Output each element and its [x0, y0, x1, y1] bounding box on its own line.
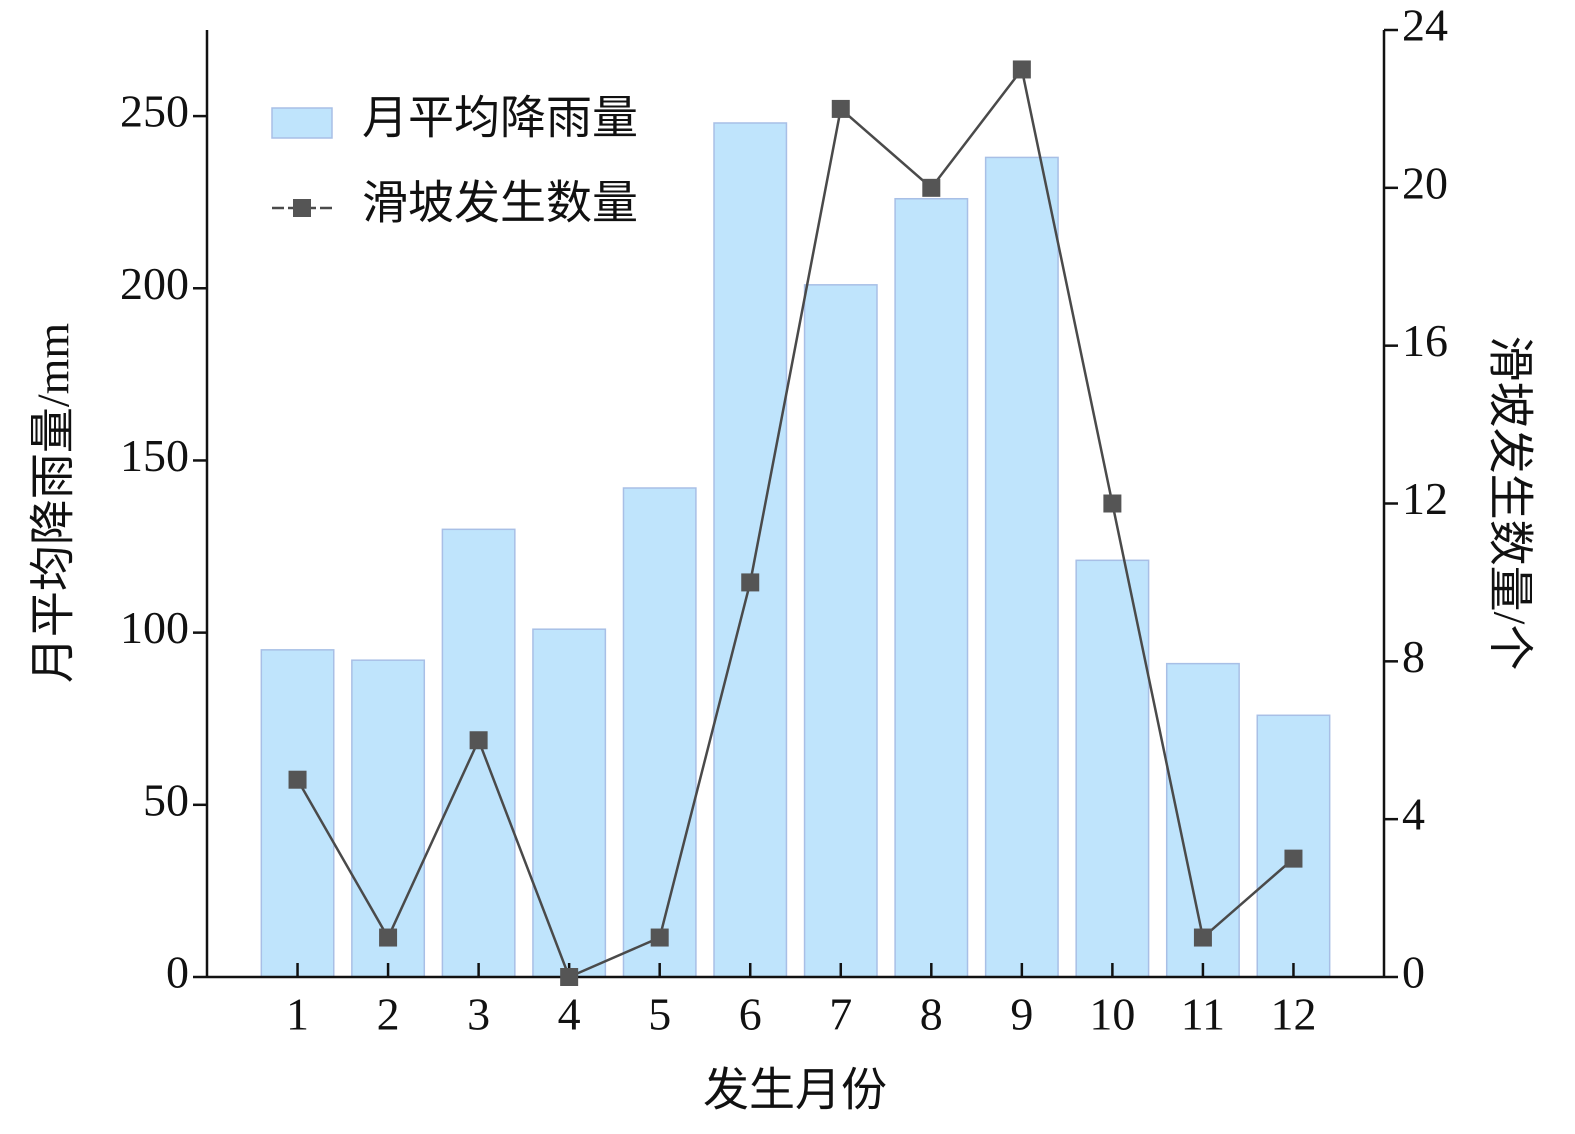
- x-tick-label: 10: [1089, 989, 1135, 1040]
- bar: [803, 284, 878, 978]
- marker: [650, 928, 669, 947]
- x-tick-label: 3: [467, 989, 490, 1040]
- x-tick-label: 9: [1010, 989, 1033, 1040]
- x-tick-label: 6: [739, 989, 762, 1040]
- legend-swatch: [271, 107, 333, 139]
- marker: [469, 731, 488, 750]
- y-tick-label: 250: [120, 86, 189, 137]
- marker: [1103, 494, 1122, 513]
- x-tick-label: 8: [920, 989, 943, 1040]
- bar: [984, 156, 1059, 978]
- y2-tick-label: 24: [1402, 0, 1448, 51]
- x-axis-label: 发生月份: [703, 1065, 887, 1116]
- marker: [831, 99, 850, 118]
- y2-tick-label: 8: [1402, 631, 1425, 682]
- x-tick-label: 1: [286, 989, 309, 1040]
- marker: [741, 573, 760, 592]
- y2-tick-label: 4: [1402, 789, 1425, 840]
- legend-marker: [293, 199, 311, 217]
- y2-tick-label: 16: [1402, 315, 1448, 366]
- y-tick-label: 100: [120, 602, 189, 653]
- x-tick-label: 11: [1181, 989, 1225, 1040]
- y-tick-label: 150: [120, 430, 189, 481]
- y2-tick-label: 0: [1402, 947, 1425, 998]
- y2-axis-label: 滑坡发生数量/个: [1484, 336, 1535, 671]
- marker: [379, 928, 398, 947]
- x-tick-label: 7: [829, 989, 852, 1040]
- marker: [1284, 849, 1303, 868]
- bar: [351, 659, 426, 978]
- y-axis-label: 月平均降雨量/mm: [28, 323, 79, 684]
- y-tick-label: 0: [166, 947, 189, 998]
- legend-label: 滑坡发生数量: [362, 178, 638, 229]
- marker: [288, 770, 307, 789]
- y2-tick-label: 12: [1402, 473, 1448, 524]
- bar: [1075, 559, 1150, 978]
- marker: [1012, 60, 1031, 79]
- bar: [622, 487, 697, 978]
- bar: [532, 628, 607, 978]
- y-tick-label: 200: [120, 258, 189, 309]
- bar: [894, 197, 969, 978]
- marker: [922, 178, 941, 197]
- x-tick-label: 4: [558, 989, 581, 1040]
- x-tick-label: 12: [1270, 989, 1316, 1040]
- bar: [1256, 714, 1331, 978]
- legend-label: 月平均降雨量: [362, 93, 638, 144]
- y2-tick-label: 20: [1402, 157, 1448, 208]
- y-tick-label: 50: [143, 774, 189, 825]
- marker: [1193, 928, 1212, 947]
- line: [296, 66, 1295, 979]
- x-tick-label: 5: [648, 989, 671, 1040]
- bar: [441, 528, 516, 978]
- bar: [260, 649, 335, 978]
- marker: [560, 968, 579, 986]
- bar: [713, 122, 788, 978]
- x-tick-label: 2: [377, 989, 400, 1040]
